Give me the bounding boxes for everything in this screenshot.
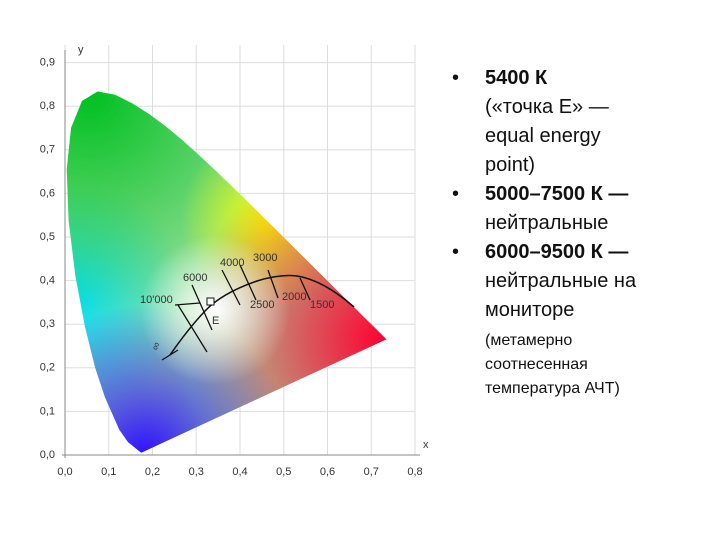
note-line: (метамерно (485, 332, 573, 349)
y-tick-label: 0,7 (40, 144, 55, 156)
x-tick-label: 0,8 (407, 466, 422, 478)
x-tick-label: 0,0 (57, 466, 72, 478)
bullet-line: equal energy (485, 125, 601, 147)
y-tick-label: 0,5 (40, 231, 55, 243)
bullet-line: нейтральные (485, 212, 609, 234)
x-tick-label: 0,5 (276, 466, 291, 478)
bullet-line: нейтральные на (485, 270, 637, 292)
x-axis-label: x (423, 439, 429, 451)
x-tick-label: 0,3 (189, 466, 204, 478)
bullet-line: («точка E» — (485, 96, 609, 118)
y-tick-label: 0,2 (40, 362, 55, 374)
y-tick-label: 0,3 (40, 318, 55, 330)
y-tick-label: 0,8 (40, 100, 55, 112)
temperature-label: 6000 (183, 272, 207, 284)
bullet: 6000–9500 К — нейтральные на мониторе (452, 238, 712, 325)
x-tick-label: 0,4 (232, 466, 247, 478)
bullet: 5400 К («точка E» — equal energy point) (452, 64, 712, 180)
x-tick-label: 0,1 (101, 466, 116, 478)
y-tick-label: 0,4 (40, 275, 55, 287)
note: (метамерно соотнесенная температура АЧТ) (452, 329, 712, 401)
gamut (66, 91, 387, 453)
temperature-label: 4000 (220, 257, 244, 269)
note-line: температура АЧТ) (485, 380, 620, 397)
note-line: соотнесенная (485, 356, 588, 373)
y-axis-label: y (78, 44, 84, 56)
temperature-label: 2500 (250, 299, 274, 311)
bullet-heading: 5400 К (485, 67, 548, 89)
bullet: 5000–7500 К — нейтральные (452, 180, 712, 238)
y-tick-label: 0,6 (40, 187, 55, 199)
temperature-label: E (212, 315, 219, 327)
y-tick-label: 0,9 (40, 57, 55, 69)
point-e (206, 297, 215, 306)
x-tick-label: 0,2 (145, 466, 160, 478)
x-tick-label: 0,7 (364, 466, 379, 478)
cie-diagram: y x 0,0 0,1 0,2 0,3 0,4 0,5 0,6 0,7 0,8 0,0 0,1 0,2… (40, 44, 429, 478)
bullet-heading: 6000–9500 К — (485, 241, 629, 263)
bullet-text: 5400 К («точка E» — equal energy point) 5000… (452, 64, 712, 401)
isotherms (161, 264, 311, 361)
temperature-label: 2000 (282, 291, 306, 303)
temperature-label: ∞ (149, 341, 163, 352)
temperature-label: 3000 (253, 252, 277, 264)
planckian-locus (169, 274, 355, 356)
temperature-label: 1500 (310, 299, 334, 311)
y-tick-label: 0,0 (40, 449, 55, 461)
y-tick-label: 0,1 (40, 405, 55, 417)
bullet-line: point) (485, 154, 536, 176)
temperature-label: 10'000 (140, 294, 173, 306)
bullet-heading: 5000–7500 К — (485, 183, 629, 205)
x-tick-label: 0,6 (320, 466, 335, 478)
bullet-line: мониторе (485, 299, 575, 321)
